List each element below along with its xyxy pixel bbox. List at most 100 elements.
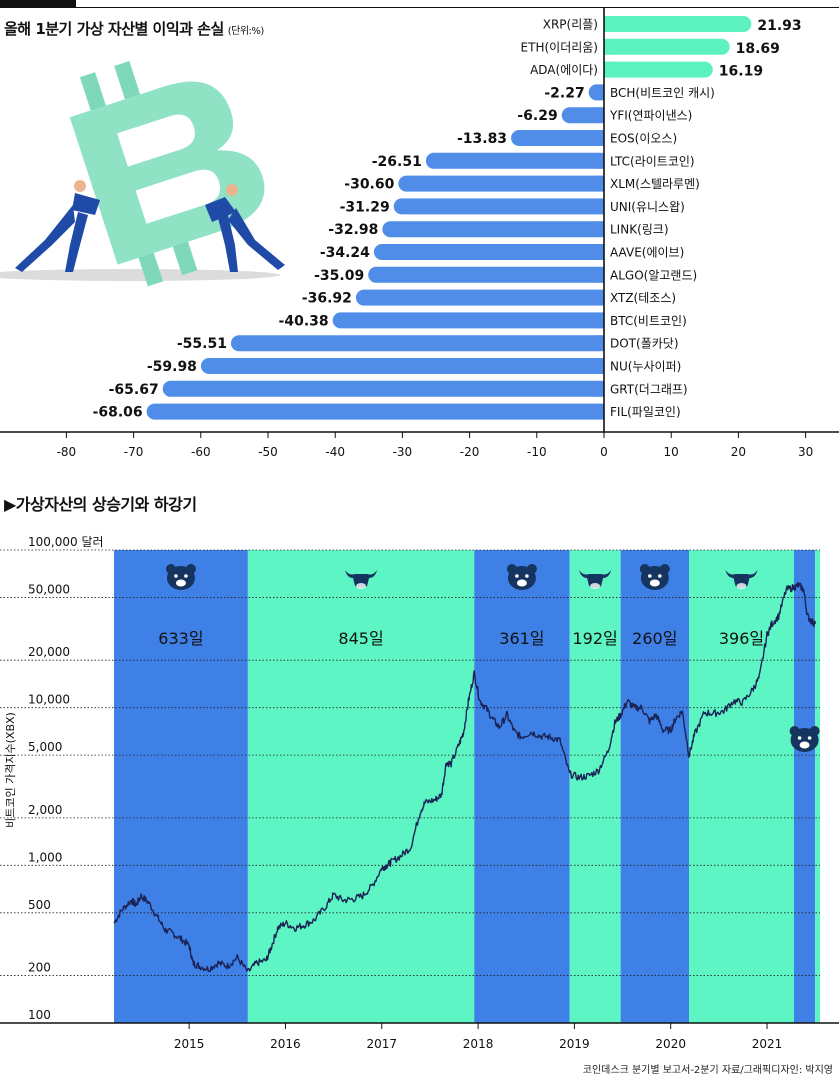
x-tick-label-8: 0 (600, 445, 608, 459)
x-tick-label-7: -10 (527, 445, 547, 459)
bar-1 (604, 38, 730, 55)
value-label-9: -32.98 (328, 222, 378, 238)
x-tick-label-10: 20 (731, 445, 746, 459)
bar-16 (162, 380, 604, 397)
bar-end-0 (604, 16, 612, 32)
bar-end-2 (604, 61, 612, 78)
top-accent-bar (0, 0, 76, 7)
price-line-group (113, 582, 816, 973)
category-label-2: ADA(에이다) (530, 63, 598, 77)
value-label-2: 16.19 (719, 64, 763, 80)
phase-band-bull-1 (247, 550, 475, 1023)
value-label-4: -6.29 (517, 108, 557, 124)
category-label-7: XLM(스텔라루멘) (610, 177, 700, 191)
phase-labels: 633일 845일 361일 192일 260일 396일 (158, 564, 820, 752)
category-label-1: ETH(이더리움) (521, 40, 598, 54)
source-credit: 코인데스크 분기별 보고서-2분기 자료/그래픽디자인: 박지영 (582, 1065, 833, 1076)
top-rule (0, 7, 839, 8)
y-tick-label-3: 1,000 (28, 850, 62, 864)
bear-icon-0 (165, 564, 196, 590)
value-label-15: -59.98 (147, 359, 197, 375)
bar-17 (146, 403, 605, 420)
value-label-14: -55.51 (177, 336, 227, 352)
bar-7 (398, 175, 604, 192)
bar-end-13 (596, 312, 604, 329)
bar-14 (230, 335, 605, 352)
bitcoin-illustration (0, 61, 285, 287)
category-label-3: BCH(비트코인 캐시) (610, 86, 715, 100)
x-tick-label-3: -50 (258, 445, 278, 459)
bar-end-3 (596, 84, 604, 101)
bar-4 (561, 107, 604, 124)
category-label-15: NU(누사이퍼) (610, 360, 681, 374)
phase-label-3: 192일 (572, 629, 617, 648)
bar-end-4 (596, 107, 604, 124)
year-label-1: 2016 (270, 1037, 301, 1051)
bar-end-5 (596, 130, 604, 146)
bar-end-10 (596, 244, 604, 260)
x-tick-label-0: -80 (57, 445, 77, 459)
bar-13 (332, 312, 604, 329)
value-label-6: -26.51 (372, 154, 422, 170)
y-tick-label-6: 10,000 (28, 693, 70, 707)
x-axis: -80 -70 -60 -50 -40 -30 -20 -10 0 10 20 30 (0, 8, 839, 459)
bear-icon-4 (639, 564, 670, 590)
value-label-5: -13.83 (457, 131, 507, 147)
chart1-title-text: 올해 1분기 가상 자산별 이익과 손실 (4, 20, 224, 38)
person-left-icon (15, 180, 100, 272)
value-label-7: -30.60 (344, 177, 394, 193)
bar-end-17 (596, 403, 604, 420)
crypto-returns-chart: XRP(리플) 21.93 ETH(이더리움) 18.69 ADA(에이다) 16.19 B… (0, 8, 839, 459)
value-label-0: 21.93 (757, 18, 801, 34)
value-label-3: -2.27 (544, 85, 584, 101)
phase-label-5: 396일 (719, 629, 764, 648)
bar-6 (425, 152, 604, 169)
phase-band-bull-3 (569, 550, 621, 1023)
bar-0 (604, 16, 752, 32)
bar-end-15 (596, 358, 604, 374)
category-label-11: ALGO(알고랜드) (610, 268, 697, 282)
x-tick-label-9: 10 (664, 445, 679, 459)
x-tick-label-1: -70 (124, 445, 144, 459)
x-tick-label-5: -30 (393, 445, 413, 459)
bar-end-12 (596, 289, 604, 306)
category-label-17: FIL(파일코인) (610, 405, 681, 419)
phase-label-0: 633일 (158, 629, 203, 648)
bar-12 (355, 289, 604, 306)
phase-band-bear-2 (474, 550, 570, 1023)
bar-2 (604, 61, 713, 78)
bull-icon-5 (725, 570, 758, 589)
bar-end-1 (604, 38, 612, 55)
category-label-10: AAVE(에이브) (610, 246, 684, 260)
category-label-0: XRP(리플) (543, 18, 598, 32)
category-label-9: LINK(링크) (610, 223, 669, 237)
year-label-0: 2015 (174, 1037, 205, 1051)
category-label-14: DOT(폴카닷) (610, 337, 679, 351)
y-tick-label-1: 200 (28, 961, 51, 975)
phase-band-bear-6 (793, 550, 816, 1023)
category-label-13: BTC(비트코인) (610, 314, 687, 328)
x-tick-label-6: -20 (460, 445, 480, 459)
bear-icon-2 (506, 564, 537, 590)
value-label-13: -40.38 (279, 313, 329, 329)
y-tick-label-2: 500 (28, 898, 51, 912)
y-tick-label-8: 50,000 (28, 582, 70, 596)
chart1-title: 올해 1분기 가상 자산별 이익과 손실 (단위:%) (4, 18, 264, 39)
category-label-6: LTC(라이트코인) (610, 154, 695, 168)
y-tick-label-4: 2,000 (28, 803, 62, 817)
value-label-11: -35.09 (314, 268, 364, 284)
value-label-8: -31.29 (340, 199, 390, 215)
bar-end-9 (596, 221, 604, 238)
bar-end-11 (596, 266, 604, 283)
y-axis-title: 비트코인 가격지수(XBX) (4, 712, 17, 828)
category-label-5: EOS(이오스) (610, 132, 677, 146)
bar-9 (382, 221, 604, 238)
bar-end-14 (596, 335, 604, 352)
year-label-6: 2021 (752, 1037, 783, 1051)
year-label-5: 2020 (655, 1037, 686, 1051)
bar-end-8 (596, 198, 604, 215)
phase-label-2: 361일 (499, 629, 544, 648)
year-label-3: 2018 (463, 1037, 494, 1051)
y-tick-label-0: 100 (28, 1008, 51, 1022)
value-label-1: 18.69 (736, 41, 780, 57)
